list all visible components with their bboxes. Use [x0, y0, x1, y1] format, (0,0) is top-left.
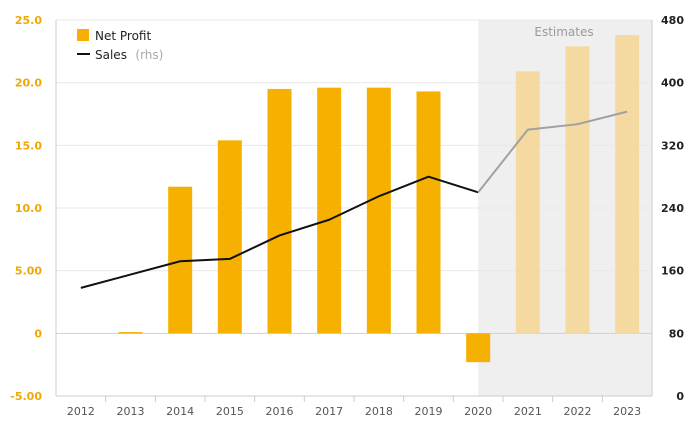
legend-label-sales-group: Sales (rhs) — [95, 46, 163, 63]
y-right-tick-label-5: 80 — [669, 327, 685, 340]
x-tick-label-2022: 2022 — [564, 405, 592, 418]
y-right-tick-label-4: 160 — [661, 265, 684, 278]
y-right-tick-label-1: 400 — [661, 77, 684, 90]
net-profit-bars — [118, 35, 640, 363]
y-left-tick-label-2: 15.0 — [15, 139, 42, 152]
bar-2016 — [267, 88, 292, 334]
bar-2019 — [416, 91, 441, 334]
axes: 25.0 20.0 15.0 10.0 5.00 0 -5.00 480 400 320 240 16… — [10, 14, 684, 418]
x-tick-label-2015: 2015 — [216, 405, 244, 418]
y-left-tick-label-0: 25.0 — [15, 14, 42, 27]
legend: Net Profit Sales (rhs) — [77, 29, 163, 63]
x-tick-label-2020: 2020 — [464, 405, 492, 418]
x-tick-label-2017: 2017 — [315, 405, 343, 418]
x-tick-label-2014: 2014 — [166, 405, 194, 418]
legend-label-sales-suffix: (rhs) — [135, 48, 163, 62]
legend-swatch-net-profit — [77, 29, 89, 41]
sales-line-estimate — [477, 110, 628, 193]
legend-label-net-profit: Net Profit — [95, 29, 151, 43]
bar-2013 — [118, 332, 143, 334]
sales-line-layer — [80, 110, 628, 289]
y-left-tick-label-1: 20.0 — [15, 77, 42, 90]
x-tick-label-2019: 2019 — [415, 405, 443, 418]
bar-2022 — [565, 46, 590, 334]
x-tick-label-2018: 2018 — [365, 405, 393, 418]
y-left-tick-label-3: 10.0 — [15, 202, 42, 215]
y-left-tick-label-4: 5.00 — [15, 265, 42, 278]
y-left-tick-label-6: -5.00 — [10, 390, 42, 403]
bar-2017 — [317, 87, 342, 334]
legend-label-sales: Sales — [95, 48, 127, 62]
x-tick-label-2012: 2012 — [67, 405, 95, 418]
bar-2021 — [515, 71, 540, 334]
bar-2020 — [466, 333, 491, 363]
bar-2015 — [217, 140, 242, 334]
x-tick-label-2021: 2021 — [514, 405, 542, 418]
estimates-label: Estimates — [534, 25, 593, 39]
y-left-tick-label-5: 0 — [34, 327, 42, 340]
y-right-tick-label-0: 480 — [661, 14, 684, 27]
bar-2018 — [366, 87, 391, 334]
bar-2023 — [615, 35, 640, 334]
x-tick-label-2013: 2013 — [117, 405, 145, 418]
x-tick-label-2016: 2016 — [266, 405, 294, 418]
x-tick-label-2023: 2023 — [613, 405, 641, 418]
y-right-tick-label-6: 0 — [676, 390, 684, 403]
y-right-tick-label-2: 320 — [661, 139, 684, 152]
sales-line-actual — [80, 175, 479, 289]
y-right-tick-label-3: 240 — [661, 202, 684, 215]
